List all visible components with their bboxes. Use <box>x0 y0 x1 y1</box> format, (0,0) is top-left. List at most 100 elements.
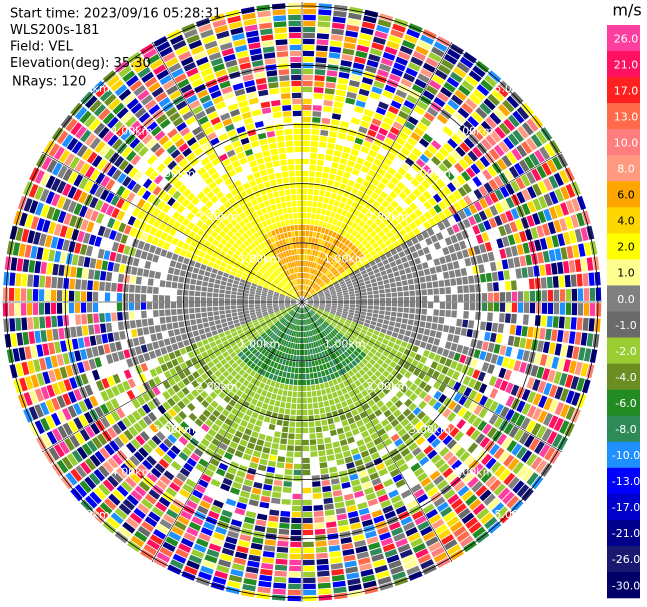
range-gate <box>365 253 372 260</box>
range-gate <box>393 186 402 195</box>
range-gate <box>182 302 189 308</box>
range-gate <box>206 248 214 256</box>
range-gate <box>400 219 408 228</box>
range-gate <box>449 521 463 533</box>
range-gate <box>501 436 513 449</box>
range-gate <box>576 212 585 227</box>
range-gate <box>128 426 139 437</box>
range-gate <box>472 88 486 101</box>
range-gate <box>423 394 433 403</box>
range-gate <box>253 342 260 348</box>
range-gate <box>95 380 105 392</box>
range-gate <box>380 177 390 186</box>
range-gate <box>450 342 458 352</box>
range-gate <box>485 134 497 147</box>
range-gate <box>255 519 267 527</box>
range-gate <box>581 379 591 394</box>
range-gate <box>586 364 595 379</box>
range-gate <box>111 282 117 292</box>
range-gate <box>328 173 336 181</box>
range-gate <box>525 420 537 433</box>
range-gate <box>397 307 404 313</box>
range-gate <box>350 74 362 82</box>
range-gate <box>16 258 24 272</box>
range-gate <box>27 230 36 244</box>
range-gate <box>313 335 317 342</box>
range-gate <box>126 192 136 203</box>
range-gate <box>366 370 374 377</box>
range-gate <box>261 307 267 311</box>
range-gate <box>473 380 482 391</box>
range-gate <box>368 446 378 455</box>
range-gate <box>217 242 225 250</box>
range-gate <box>329 472 339 479</box>
range-gate <box>542 250 550 263</box>
range-gate <box>210 458 220 467</box>
range-gate <box>312 231 317 238</box>
range-gate <box>268 291 274 295</box>
range-gate <box>374 257 382 264</box>
range-gate <box>473 274 481 284</box>
range-gate <box>320 274 326 280</box>
range-gate <box>224 298 231 302</box>
range-gate <box>527 326 534 338</box>
range-gate <box>358 228 366 235</box>
range-gate <box>326 249 332 256</box>
range-gate <box>8 303 15 317</box>
range-gate <box>245 395 253 403</box>
range-gate <box>263 545 276 552</box>
range-gate <box>92 302 99 313</box>
range-gate <box>574 259 582 273</box>
range-gate <box>535 130 548 145</box>
range-gate <box>59 149 70 164</box>
range-gate <box>155 431 166 441</box>
range-gate <box>499 80 513 94</box>
range-gate <box>320 332 325 338</box>
range-gate <box>234 450 244 458</box>
range-gate <box>205 332 213 338</box>
range-gate <box>346 317 353 321</box>
range-gate <box>118 503 132 516</box>
range-gate <box>311 281 315 287</box>
range-gate <box>33 274 40 288</box>
range-gate <box>437 373 446 383</box>
range-gate <box>535 459 548 474</box>
range-gate <box>576 393 587 409</box>
range-gate <box>548 249 556 262</box>
range-gate <box>343 406 351 414</box>
range-gate <box>286 315 291 320</box>
range-gate <box>362 215 370 223</box>
range-gate <box>79 480 92 494</box>
range-gate <box>351 409 359 417</box>
range-gate <box>151 358 160 367</box>
range-gate <box>97 225 106 237</box>
range-gate <box>250 355 257 362</box>
range-gate <box>311 475 321 481</box>
range-gate <box>523 302 530 313</box>
range-gate <box>398 463 409 473</box>
range-gate <box>359 397 367 405</box>
range-gate <box>352 318 359 323</box>
range-gate <box>324 248 329 254</box>
range-gate <box>317 279 322 285</box>
range-gate <box>379 306 386 311</box>
range-gate <box>356 551 370 560</box>
range-gate <box>245 510 257 519</box>
range-gate <box>268 323 274 328</box>
range-gate <box>226 334 233 340</box>
range-gate <box>116 302 123 311</box>
range-gate <box>334 272 341 278</box>
range-gate <box>295 421 302 428</box>
range-gate <box>392 473 403 483</box>
range-gate <box>185 345 193 353</box>
range-gate <box>255 292 261 296</box>
range-gate <box>183 339 190 347</box>
range-gate <box>305 293 310 298</box>
range-gate <box>209 243 217 251</box>
range-gate <box>71 338 79 350</box>
range-gate <box>317 258 322 264</box>
range-gate <box>316 552 328 559</box>
range-gate <box>317 395 323 402</box>
range-gate <box>350 214 357 222</box>
range-gate <box>393 271 400 277</box>
